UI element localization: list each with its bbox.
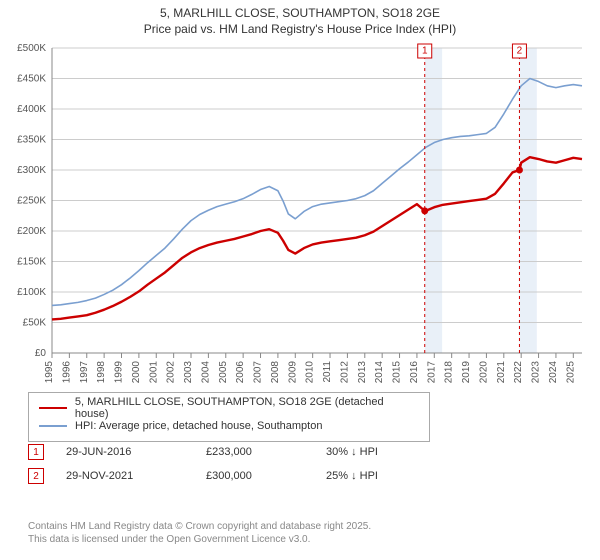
event-date: 29-JUN-2016 — [66, 446, 206, 458]
svg-text:2003: 2003 — [183, 361, 194, 384]
svg-text:1999: 1999 — [114, 361, 125, 384]
events-table: 1 29-JUN-2016£233,00030% ↓ HPI 2 29-NOV-202… — [28, 440, 446, 488]
event-marker: 1 — [28, 444, 44, 460]
svg-text:2000: 2000 — [131, 361, 142, 384]
chart-area: £0 £50K £100K £150K £200K £250K £300K £350K £400… — [0, 42, 600, 387]
svg-text:£300K: £300K — [17, 165, 46, 176]
event-delta: 25% ↓ HPI — [326, 470, 446, 482]
svg-text:2004: 2004 — [200, 361, 211, 384]
svg-text:2014: 2014 — [374, 361, 385, 384]
legend-swatch — [39, 407, 67, 409]
svg-text:2007: 2007 — [253, 361, 264, 384]
svg-text:£450K: £450K — [17, 74, 46, 85]
svg-text:2018: 2018 — [444, 361, 455, 384]
svg-text:£150K: £150K — [17, 257, 46, 268]
legend-row: 5, MARLHILL CLOSE, SOUTHAMPTON, SO18 2GE… — [39, 399, 419, 417]
svg-text:2009: 2009 — [287, 361, 298, 384]
svg-text:1997: 1997 — [79, 361, 90, 384]
svg-text:2016: 2016 — [409, 361, 420, 384]
svg-text:2015: 2015 — [392, 361, 403, 384]
event-date: 29-NOV-2021 — [66, 470, 206, 482]
svg-text:2019: 2019 — [461, 361, 472, 384]
footer-line1: Contains HM Land Registry data © Crown c… — [28, 520, 371, 533]
footer-attribution: Contains HM Land Registry data © Crown c… — [28, 520, 371, 546]
svg-text:£0: £0 — [35, 348, 47, 359]
event-row: 1 29-JUN-2016£233,00030% ↓ HPI — [28, 440, 446, 464]
svg-text:2001: 2001 — [148, 361, 159, 384]
title-line2: Price paid vs. HM Land Registry's House … — [0, 22, 600, 38]
chart-svg: £0 £50K £100K £150K £200K £250K £300K £350K £400… — [0, 42, 600, 387]
footer-line2: This data is licensed under the Open Gov… — [28, 533, 371, 546]
svg-text:2025: 2025 — [565, 361, 576, 384]
svg-text:2: 2 — [517, 46, 523, 57]
svg-text:2010: 2010 — [305, 361, 316, 384]
svg-text:2017: 2017 — [426, 361, 437, 384]
chart-title: 5, MARLHILL CLOSE, SOUTHAMPTON, SO18 2GE… — [0, 0, 600, 37]
event-price: £233,000 — [206, 446, 326, 458]
svg-text:1996: 1996 — [61, 361, 72, 384]
svg-text:2002: 2002 — [166, 361, 177, 384]
svg-text:2008: 2008 — [270, 361, 281, 384]
svg-text:2023: 2023 — [531, 361, 542, 384]
svg-text:£500K: £500K — [17, 43, 46, 54]
legend: 5, MARLHILL CLOSE, SOUTHAMPTON, SO18 2GE… — [28, 392, 430, 442]
svg-text:£200K: £200K — [17, 226, 46, 237]
title-line1: 5, MARLHILL CLOSE, SOUTHAMPTON, SO18 2GE — [0, 6, 600, 22]
legend-label: 5, MARLHILL CLOSE, SOUTHAMPTON, SO18 2GE… — [75, 396, 419, 420]
svg-text:£100K: £100K — [17, 287, 46, 298]
svg-text:1995: 1995 — [44, 361, 55, 384]
svg-text:2012: 2012 — [339, 361, 350, 384]
svg-text:£350K: £350K — [17, 135, 46, 146]
svg-text:£250K: £250K — [17, 196, 46, 207]
svg-text:2021: 2021 — [496, 361, 507, 384]
event-delta: 30% ↓ HPI — [326, 446, 446, 458]
legend-label: HPI: Average price, detached house, Sout… — [75, 420, 322, 432]
svg-text:2005: 2005 — [218, 361, 229, 384]
svg-text:2011: 2011 — [322, 361, 333, 383]
svg-text:£400K: £400K — [17, 104, 46, 115]
svg-text:£50K: £50K — [23, 318, 47, 329]
event-marker: 2 — [28, 468, 44, 484]
legend-swatch — [39, 425, 67, 427]
svg-text:2006: 2006 — [235, 361, 246, 384]
event-price: £300,000 — [206, 470, 326, 482]
event-row: 2 29-NOV-2021£300,00025% ↓ HPI — [28, 464, 446, 488]
svg-text:2022: 2022 — [513, 361, 524, 384]
svg-text:2024: 2024 — [548, 361, 559, 384]
svg-text:1: 1 — [422, 46, 428, 57]
svg-text:2013: 2013 — [357, 361, 368, 384]
svg-text:2020: 2020 — [478, 361, 489, 384]
svg-text:1998: 1998 — [96, 361, 107, 384]
